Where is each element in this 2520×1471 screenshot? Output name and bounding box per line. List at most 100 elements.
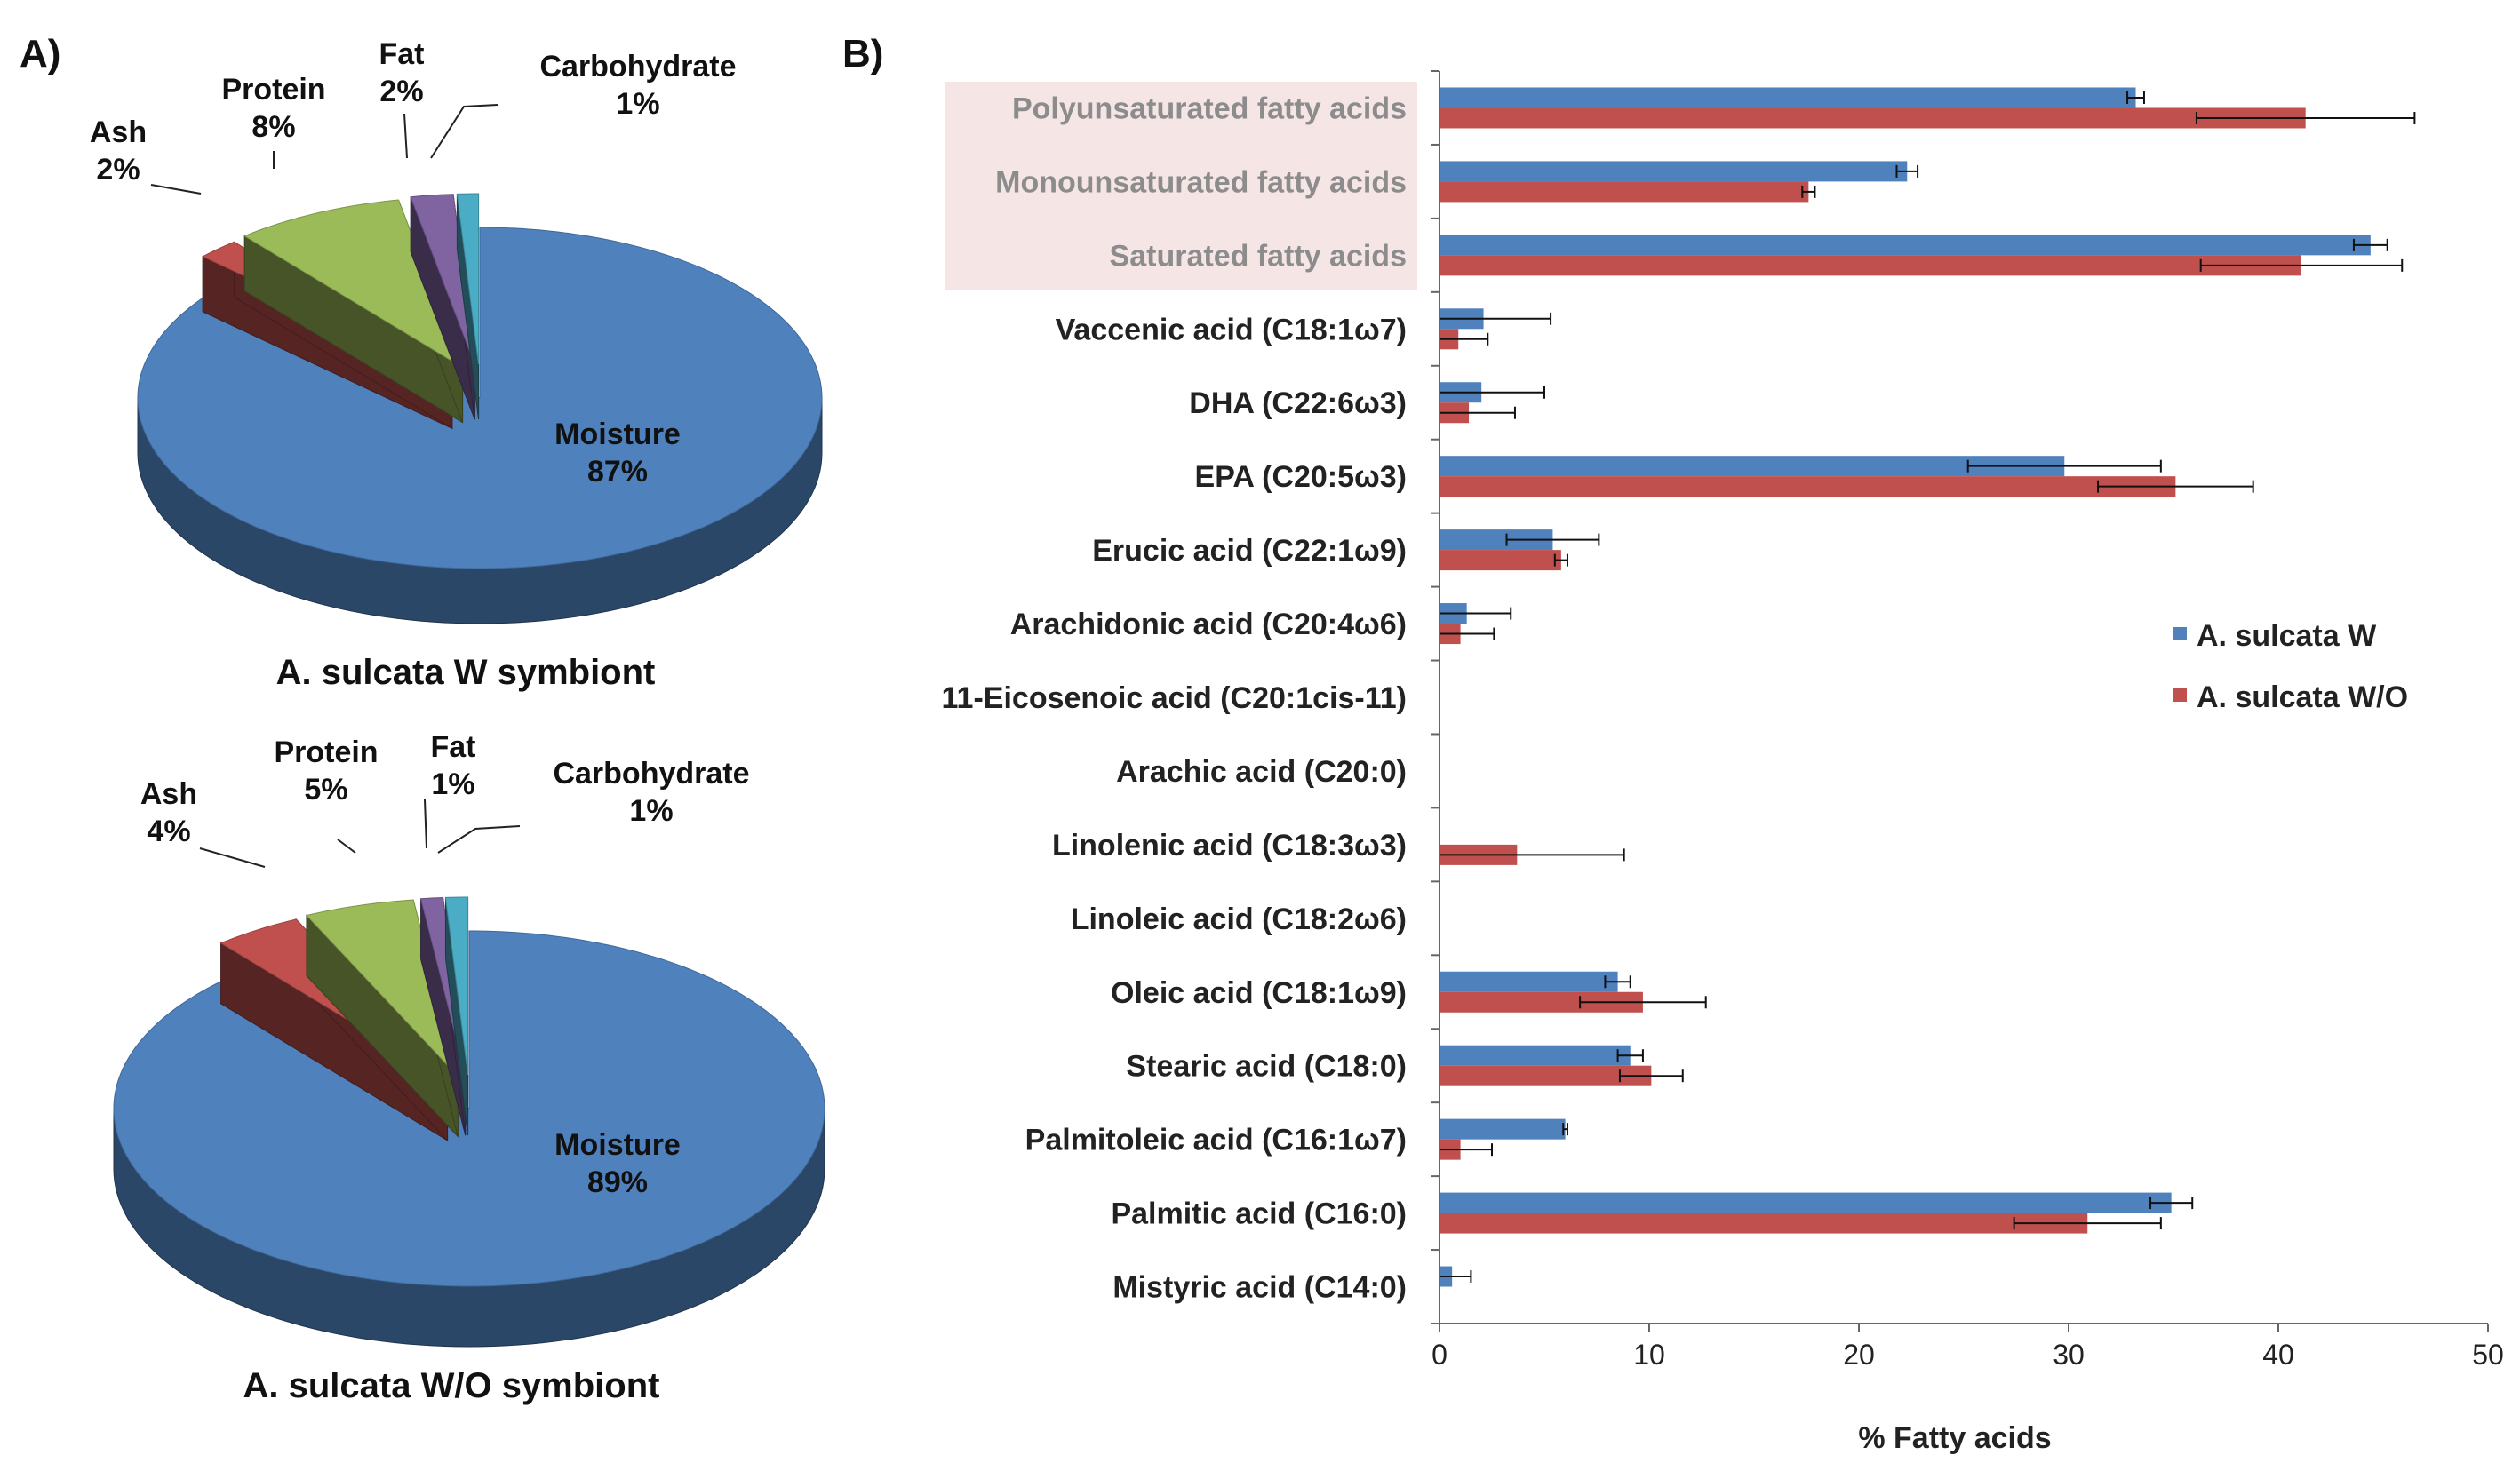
pie-label-moisture: Moisture 89% [554, 1128, 681, 1199]
leader-line-protein [337, 839, 356, 854]
leader-line-fat [424, 799, 427, 849]
pie-title-with-symbiont: A. sulcata W symbiont [276, 653, 656, 692]
error-bar-a-sulcata-w-o-palmitic-acid-c16-0 [2013, 1217, 2162, 1230]
pie-label-name: Protein [274, 736, 378, 769]
bar-a-sulcata-w-o-polyunsaturated-fatty-acids [1439, 107, 2306, 129]
pie-chart-with-symbiont: Moisture 87% Ash 2% Protein 8% Fat 2% Carbohydra… [90, 37, 823, 624]
leader-line-ash [150, 184, 202, 195]
pie-title-without-symbiont: A. sulcata W/O symbiont [243, 1366, 660, 1405]
pie-label-percent: 2% [379, 75, 423, 108]
category-label-linoleic-acid-c18-2-6: Linoleic acid (C18:2ω6) [1071, 902, 1407, 936]
pie-label-percent: 89% [587, 1165, 648, 1199]
pie-slice-moisture [113, 930, 825, 1348]
bar-a-sulcata-w-o-palmitic-acid-c16-0 [1439, 1213, 2088, 1234]
category-label-polyunsaturated-fatty-acids: Polyunsaturated fatty acids [1012, 91, 1407, 125]
pie-label-ash: Ash 2% [90, 115, 147, 187]
category-label-palmitoleic-acid-c16-1-7: Palmitoleic acid (C16:1ω7) [1025, 1124, 1407, 1157]
pie-slice-top-fat [419, 897, 467, 1076]
bar-a-sulcata-w-monounsaturated-fatty-acids [1439, 161, 1908, 182]
pie-slice-top-protein [306, 899, 459, 1078]
pie-chart-without-symbiont: Moisture 89%Ash 4%Protein 5%Fat 1% Carbohydra… [113, 730, 825, 1348]
leader-line-ash [199, 847, 266, 868]
category-label-vaccenic-acid-c18-1-7: Vaccenic acid (C18:1ω7) [1056, 313, 1407, 346]
error-bar-a-sulcata-w-palmitic-acid-c16-0 [2149, 1197, 2194, 1210]
legend-swatch-without-symbiont [2173, 688, 2187, 702]
panel-a-label: A) [20, 32, 60, 76]
bar-a-sulcata-w-erucic-acid-c22-1-9 [1439, 529, 1553, 551]
bar-a-sulcata-w-saturated-fatty-acids [1439, 235, 2371, 256]
x-tick-label-0: 0 [1431, 1339, 1447, 1371]
pie-label-name: Ash [140, 777, 197, 811]
category-label-palmitic-acid-c16-0: Palmitic acid (C16:0) [1111, 1197, 1407, 1231]
bar-a-sulcata-w-oleic-acid-c18-1-9 [1439, 971, 1618, 992]
error-bar-a-sulcata-w-o-erucic-acid-c22-1-9 [1553, 553, 1568, 567]
pie-label-percent: 4% [147, 815, 190, 848]
bar-a-sulcata-w-o-oleic-acid-c18-1-9 [1439, 991, 1643, 1013]
legend: A. sulcata W A. sulcata W/O [2173, 619, 2408, 714]
pie-label-name: Fat [379, 37, 425, 71]
bar-a-sulcata-w-o-monounsaturated-fatty-acids [1439, 181, 1809, 203]
pie-label-percent: 5% [304, 773, 347, 807]
pie-slice-carbohydrate [444, 896, 469, 1136]
bar-a-sulcata-w-stearic-acid-c18-0 [1439, 1045, 1631, 1066]
pie-label-fat: Fat 1% [431, 730, 476, 801]
pie-label-percent: 1% [431, 767, 474, 801]
bar-a-sulcata-w-o-erucic-acid-c22-1-9 [1439, 550, 1561, 571]
pie-label-name: Carbohydrate [553, 757, 749, 791]
pie-label-name: Moisture [554, 417, 681, 451]
error-bar-a-sulcata-w-o-epa-c20-5-3 [2097, 480, 2254, 493]
x-tick-label-10: 10 [1633, 1339, 1665, 1371]
error-bar-a-sulcata-w-erucic-acid-c22-1-9 [1505, 533, 1600, 546]
pie-slice-top-fat [410, 194, 475, 365]
error-bar-a-sulcata-w-o-stearic-acid-c18-0 [1618, 1069, 1684, 1083]
error-bar-a-sulcata-w-palmitoleic-acid-c16-1-7 [1562, 1123, 1568, 1136]
pie-label-carbohydrate: Carbohydrate 1% [539, 50, 736, 121]
error-bar-a-sulcata-w-o-saturated-fatty-acids [2199, 258, 2404, 272]
error-bar-a-sulcata-w-oleic-acid-c18-1-9 [1604, 975, 1631, 989]
category-label-saturated-fatty-acids: Saturated fatty acids [1110, 239, 1407, 273]
bar-a-sulcata-w-o-epa-c20-5-3 [1439, 476, 2176, 497]
pie-slice-top-carbohydrate [456, 193, 480, 365]
error-bar-a-sulcata-w-o-polyunsaturated-fatty-acids [2195, 111, 2416, 124]
bar-a-sulcata-w-o-saturated-fatty-acids [1439, 255, 2301, 276]
x-tick-label-30: 30 [2053, 1339, 2085, 1371]
pie-label-protein: Protein 8% [221, 73, 325, 144]
error-bar-a-sulcata-w-o-oleic-acid-c18-1-9 [1579, 996, 1707, 1009]
error-bar-a-sulcata-w-monounsaturated-fatty-acids [1895, 164, 1919, 178]
leader-line-fat [403, 113, 408, 159]
pie-label-moisture: Moisture 87% [554, 417, 681, 489]
error-bar-a-sulcata-w-stearic-acid-c18-0 [1616, 1049, 1644, 1062]
pie-label-name: Protein [221, 73, 325, 107]
pie-label-percent: 2% [96, 153, 140, 187]
pie-label-carbohydrate: Carbohydrate 1% [553, 757, 749, 828]
bar-a-sulcata-w-palmitoleic-acid-c16-1-7 [1439, 1118, 1566, 1140]
pie-label-name: Fat [431, 730, 476, 764]
category-label-11-eicosenoic-acid-c20-1cis-11: 11-Eicosenoic acid (C20:1cis-11) [942, 681, 1407, 715]
x-axis-label: % Fatty acids [1858, 1421, 2051, 1455]
bar-a-sulcata-w-epa-c20-5-3 [1439, 456, 2065, 477]
error-bar-a-sulcata-w-saturated-fatty-acids [2352, 238, 2388, 251]
pie-label-percent: 87% [587, 455, 648, 489]
bar-a-sulcata-w-palmitic-acid-c16-0 [1439, 1192, 2172, 1213]
category-label-arachic-acid-c20-0: Arachic acid (C20:0) [1116, 755, 1407, 789]
category-label-arachidonic-acid-c20-4-6: Arachidonic acid (C20:4ω6) [1010, 608, 1407, 641]
category-label-monounsaturated-fatty-acids: Monounsaturated fatty acids [995, 165, 1407, 199]
bar-a-sulcata-w-polyunsaturated-fatty-acids [1439, 87, 2136, 108]
pie-label-protein: Protein 5% [274, 736, 378, 807]
category-label-dha-c22-6-3: DHA (C22:6ω3) [1189, 386, 1407, 420]
error-bar-a-sulcata-w-polyunsaturated-fatty-acids [2126, 91, 2145, 104]
category-label-stearic-acid-c18-0: Stearic acid (C18:0) [1126, 1050, 1407, 1084]
category-label-oleic-acid-c18-1-9: Oleic acid (C18:1ω9) [1111, 976, 1407, 1010]
pie-label-name: Ash [90, 115, 147, 149]
panel-b-label: B) [842, 32, 883, 76]
pie-label-percent: 1% [629, 794, 673, 828]
error-bar-a-sulcata-w-o-monounsaturated-fatty-acids [1801, 185, 1816, 198]
legend-label-with-symbiont: A. sulcata W [2197, 619, 2377, 653]
pie-slice-top-carbohydrate [444, 896, 469, 1076]
error-bar-a-sulcata-w-epa-c20-5-3 [1966, 459, 2162, 473]
x-tick-label-40: 40 [2262, 1339, 2294, 1371]
category-label-mistyric-acid-c14-0: Mistyric acid (C14:0) [1112, 1271, 1407, 1305]
pie-label-percent: 1% [616, 87, 659, 121]
pie-slice-top-moisture [113, 930, 825, 1287]
pie-label-percent: 8% [251, 110, 295, 144]
